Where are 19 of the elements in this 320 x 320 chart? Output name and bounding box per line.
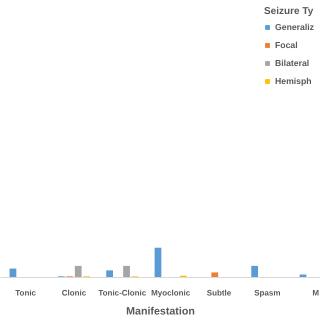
bar xyxy=(74,266,82,278)
bar xyxy=(123,266,130,278)
legend-label: Generaliz xyxy=(275,22,314,32)
legend-label: Bilateral xyxy=(275,58,310,68)
x-axis-title: Manifestation xyxy=(126,306,195,318)
bar xyxy=(10,268,16,278)
x-tick-label: Subtle xyxy=(206,288,232,298)
x-tick-label: Myoclonic xyxy=(151,288,191,298)
x-tick-label: Spasm xyxy=(254,288,280,298)
legend-label: Hemisph xyxy=(275,76,312,86)
x-tick-label: M xyxy=(312,288,320,298)
x-tick-label: Tonic xyxy=(15,288,37,298)
bar xyxy=(154,248,162,278)
x-tick-label: Tonic-Clonic xyxy=(98,288,147,298)
legend-title: Seizure Ty xyxy=(264,6,314,17)
legend-label: Focal xyxy=(275,40,298,50)
x-tick-label: Clonic xyxy=(62,288,87,298)
bar xyxy=(251,266,258,278)
bar xyxy=(106,270,114,278)
